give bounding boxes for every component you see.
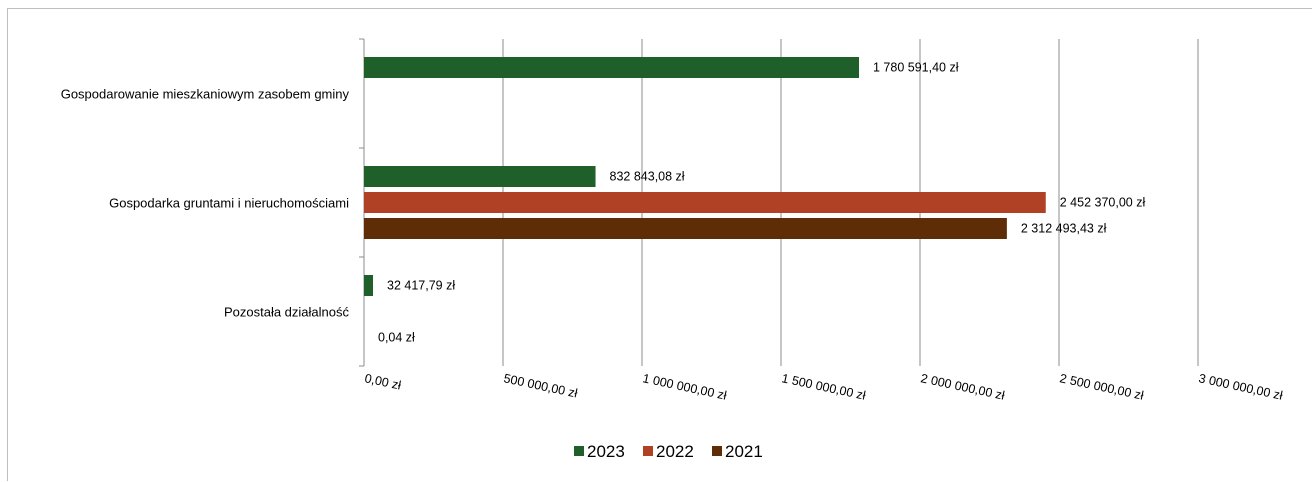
data-label: 2 452 370,00 zł (1060, 196, 1146, 210)
category-label: Pozostała działalność (224, 305, 350, 320)
data-label: 0,04 zł (378, 331, 415, 345)
bar-2022 (364, 192, 1046, 213)
bars (364, 57, 1046, 296)
legend-label: 2022 (656, 442, 694, 461)
chart-frame: 1 780 591,40 zł 832 843,08 zł 2 452 370,00… (7, 8, 1312, 481)
legend: 2023 2022 2021 (574, 442, 763, 461)
legend-label: 2023 (587, 442, 625, 461)
category-label: Gospodarka gruntami i nieruchomościami (109, 196, 349, 211)
bar-2023 (364, 57, 860, 78)
x-tick-label: 500 000,00 zł (502, 371, 579, 400)
category-label: Gospodarowanie mieszkaniowym zasobem gmi… (61, 87, 350, 102)
bar-2021 (364, 218, 1007, 239)
legend-swatch-2021 (712, 446, 722, 456)
x-tick-label: 0,00 zł (363, 371, 402, 392)
legend-label: 2021 (725, 442, 763, 461)
x-tick-label: 1 500 000,00 zł (780, 371, 867, 403)
bar-2023 (364, 166, 596, 187)
data-labels: 1 780 591,40 zł 832 843,08 zł 2 452 370,00… (378, 61, 1145, 345)
category-axis (359, 38, 365, 367)
data-label: 1 780 591,40 zł (873, 61, 959, 75)
bar-2023 (364, 275, 374, 296)
category-labels: Gospodarowanie mieszkaniowym zasobem gmi… (61, 87, 350, 320)
data-label: 2 312 493,43 zł (1021, 222, 1107, 236)
x-tick-labels: 0,00 zł 500 000,00 zł 1 000 000,00 zł 1 500… (363, 371, 1284, 403)
x-tick-label: 2 000 000,00 zł (919, 371, 1006, 403)
legend-swatch-2022 (643, 446, 653, 456)
x-tick-label: 2 500 000,00 zł (1058, 371, 1145, 403)
legend-swatch-2023 (574, 446, 584, 456)
bar-chart: 1 780 591,40 zł 832 843,08 zł 2 452 370,00… (61, 38, 1284, 461)
x-tick-label: 3 000 000,00 zł (1197, 371, 1284, 403)
data-label: 32 417,79 zł (387, 279, 455, 293)
data-label: 832 843,08 zł (610, 170, 685, 184)
x-tick-label: 1 000 000,00 zł (641, 371, 728, 403)
